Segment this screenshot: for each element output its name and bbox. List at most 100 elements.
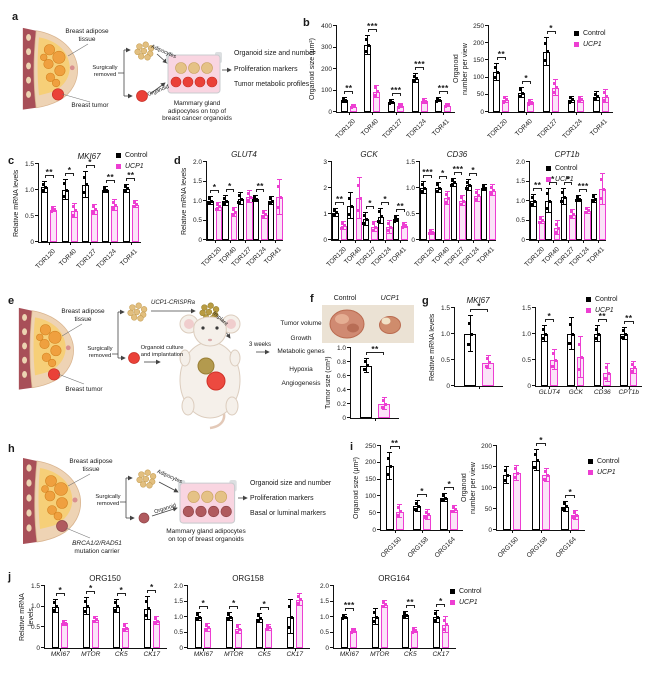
data-point xyxy=(391,100,394,104)
significance-stars: * xyxy=(420,486,424,497)
data-point xyxy=(496,70,500,74)
data-point xyxy=(541,337,544,341)
x-tick-label: CK17 xyxy=(143,651,161,658)
chart-glut4-tor: GLUT4 Relative mRNA levels 0 0.5 1.0 1.5 2.0 * T… xyxy=(180,150,283,272)
data-point xyxy=(601,98,605,102)
data-point xyxy=(620,336,624,340)
y-tick-label: 1.5 xyxy=(192,178,202,185)
bar xyxy=(252,199,260,240)
data-point xyxy=(563,195,567,199)
y-axis-label: Relative mRNA levels xyxy=(19,593,35,641)
culture-label: Organoid culture and implantation xyxy=(140,345,184,358)
significance-bracket xyxy=(391,93,401,97)
data-point xyxy=(385,229,389,233)
data-point xyxy=(521,91,525,95)
data-point xyxy=(64,188,68,192)
data-point xyxy=(131,204,135,208)
data-point xyxy=(216,203,220,207)
data-point xyxy=(597,332,600,336)
significance-bracket xyxy=(597,319,607,323)
data-point xyxy=(570,98,574,102)
chart-title: CD36 xyxy=(446,150,468,159)
data-point xyxy=(453,181,457,185)
y-tick-label: 0.8 xyxy=(336,358,346,366)
data-point xyxy=(519,88,523,92)
data-point xyxy=(453,508,457,512)
data-point xyxy=(105,188,109,192)
data-point xyxy=(578,343,581,347)
data-point xyxy=(255,197,259,201)
x-tick-label: MTOR xyxy=(224,651,244,658)
data-point xyxy=(230,214,234,218)
data-point xyxy=(340,100,344,104)
y-tick-label: 0 xyxy=(323,236,327,244)
legend-ucp1-label: UCP1 xyxy=(555,176,574,183)
readout-organoid-size: Organoid size and number xyxy=(234,50,316,57)
data-point xyxy=(62,182,66,186)
data-point xyxy=(111,207,115,211)
data-point xyxy=(387,456,391,460)
significance-bracket xyxy=(255,188,265,192)
chart-org150-markers: ORG150 Relative mRNA levels 0 0.5 1.0 1.5 * MKI… xyxy=(18,574,167,662)
data-point xyxy=(365,38,369,42)
panel-i: i Organoid size (μm²) 0 50 100 150 200 250 ** OR… xyxy=(348,436,650,574)
data-point xyxy=(82,191,85,195)
data-point xyxy=(397,506,401,510)
data-point xyxy=(446,196,450,200)
data-point xyxy=(378,210,382,214)
data-point xyxy=(474,190,478,194)
significance-stars: * xyxy=(212,182,217,193)
significance-bracket xyxy=(396,209,405,213)
y-axis-label: Relative mRNA levels xyxy=(429,313,436,381)
data-point xyxy=(554,222,558,226)
panel-b: b Organoid size (μm²) 0 100 200 300 400 ** TOR1… xyxy=(300,6,650,154)
x-tick-label: CK5 xyxy=(257,651,271,658)
legend: Control UCP1 xyxy=(450,586,482,608)
data-point xyxy=(402,615,406,619)
bar xyxy=(131,204,139,242)
y-tick-label: 100 xyxy=(481,484,492,492)
bar xyxy=(489,190,496,240)
plot-area: *** TOR120 * TOR40 *** TOR127 * TOR124 TOR41 xyxy=(413,161,496,268)
significance-stars: * xyxy=(88,583,93,594)
legend-control-swatch xyxy=(574,31,579,36)
y-axis-label: Organoid number per view xyxy=(453,43,469,95)
data-point xyxy=(568,96,572,100)
readout-hypoxia: Hypoxia xyxy=(289,366,313,373)
data-point xyxy=(481,184,485,188)
data-point xyxy=(397,105,400,109)
data-point xyxy=(298,598,302,602)
y-axis-label: Relative mRNA levels xyxy=(13,169,20,237)
y-tick-label: 0 xyxy=(36,644,40,652)
data-point xyxy=(527,102,531,106)
data-point xyxy=(571,516,575,520)
data-point xyxy=(561,190,565,194)
significance-stars: * xyxy=(549,23,553,34)
significance-bracket xyxy=(225,189,235,193)
data-point xyxy=(380,215,384,219)
significance-bracket xyxy=(521,80,531,84)
data-point xyxy=(206,201,210,205)
data-point xyxy=(421,98,425,102)
significance-stars: * xyxy=(262,598,267,609)
y-tick-label: 2 xyxy=(323,184,327,192)
data-point xyxy=(245,199,249,203)
significance-bracket xyxy=(405,605,415,609)
chart-title: MKI67 xyxy=(77,152,101,161)
data-point xyxy=(144,600,148,604)
data-point xyxy=(416,504,420,508)
y-tick-label: 150 xyxy=(481,463,492,471)
data-point xyxy=(602,91,606,95)
y-tick-label: 2.0 xyxy=(515,158,525,166)
significance-bracket xyxy=(565,494,576,498)
data-point xyxy=(480,188,484,192)
photo-ucp1-label: UCP1 xyxy=(380,295,400,302)
data-point xyxy=(386,221,390,225)
data-point xyxy=(476,194,480,198)
data-point xyxy=(411,79,415,83)
plot-area: ** TOR120 *** TOR40 *** TOR127 *** TOR124 *** TOR… xyxy=(333,21,455,140)
readout-metabolic: Tumor metabolic profiles xyxy=(234,81,310,88)
readout-metabolic-genes: Metabolic genes xyxy=(277,348,325,355)
significance-bracket xyxy=(105,179,115,183)
data-point xyxy=(102,190,106,194)
